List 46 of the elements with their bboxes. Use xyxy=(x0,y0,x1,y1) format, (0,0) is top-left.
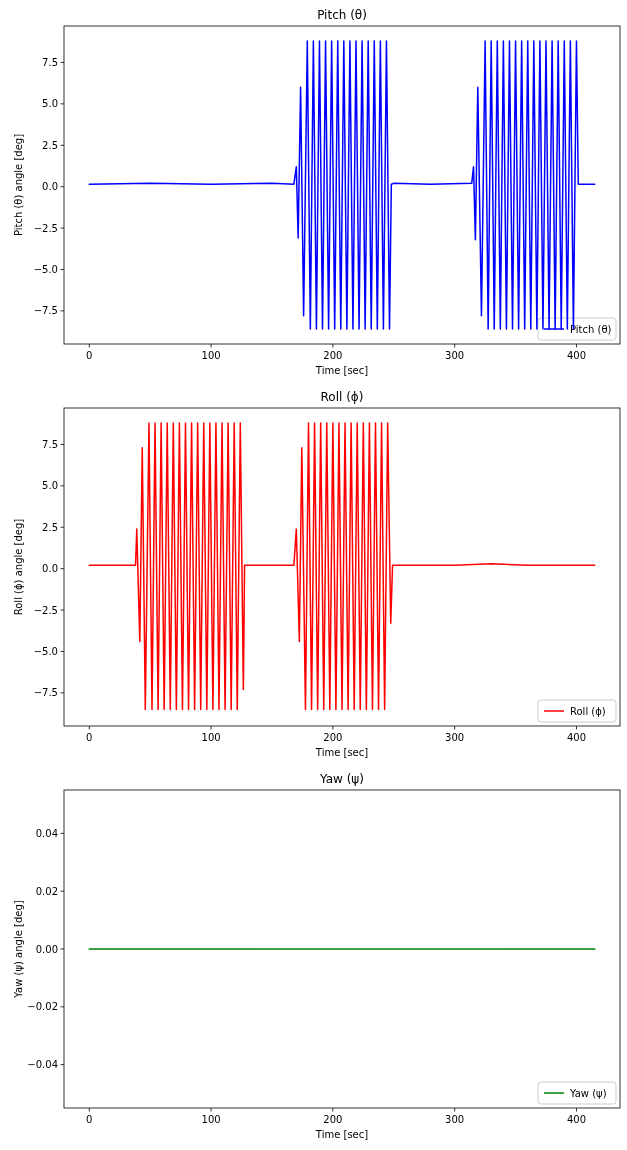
y-tick-label: 7.5 xyxy=(42,56,58,68)
y-tick-label: −0.04 xyxy=(27,1059,58,1071)
y-tick-label: 0.0 xyxy=(42,563,58,575)
y-tick-label: −5.0 xyxy=(33,645,58,657)
x-tick-label: 400 xyxy=(566,350,586,361)
x-tick-label: 100 xyxy=(201,1114,221,1125)
x-tick-label: 200 xyxy=(323,1114,343,1125)
chart-title: Pitch (θ) xyxy=(317,8,367,22)
y-tick-label: −7.5 xyxy=(33,305,58,317)
y-tick-label: 0.02 xyxy=(35,885,58,897)
legend-label: Roll (ϕ) xyxy=(570,706,606,717)
x-tick-label: 300 xyxy=(445,1114,465,1125)
y-axis-title: Yaw (ψ) angle [deg] xyxy=(13,900,24,999)
x-axis-title: Time [sec] xyxy=(314,365,369,376)
x-tick-label: 400 xyxy=(566,732,586,743)
y-tick-label: −2.5 xyxy=(33,604,58,616)
x-axis-title: Time [sec] xyxy=(314,1129,369,1140)
chart-title: Roll (ϕ) xyxy=(320,390,364,404)
y-tick-label: 7.5 xyxy=(42,438,58,450)
y-tick-label: 2.5 xyxy=(42,139,58,151)
y-tick-label: 2.5 xyxy=(42,521,58,533)
y-axis-title: Pitch (θ) angle [deg] xyxy=(13,133,24,237)
y-axis-title: Roll (ϕ) angle [deg] xyxy=(13,518,24,616)
x-tick-label: 0 xyxy=(86,732,93,743)
x-axis-title: Time [sec] xyxy=(314,747,369,758)
y-tick-label: 5.0 xyxy=(42,480,58,492)
x-tick-label: 400 xyxy=(566,1114,586,1125)
legend-label: Pitch (θ) xyxy=(570,324,612,335)
x-tick-label: 300 xyxy=(445,350,465,361)
x-tick-label: 0 xyxy=(86,350,93,361)
y-tick-label: 0.0 xyxy=(42,181,58,193)
y-tick-label: 0.00 xyxy=(35,943,58,955)
chart-title: Yaw (ψ) xyxy=(319,772,364,786)
x-tick-label: 0 xyxy=(86,1114,93,1125)
y-tick-label: 0.04 xyxy=(35,827,58,839)
x-tick-label: 200 xyxy=(323,732,343,743)
x-tick-label: 200 xyxy=(323,350,343,361)
legend-label: Yaw (ψ) xyxy=(569,1088,607,1099)
y-tick-label: −7.5 xyxy=(33,687,58,699)
x-tick-label: 100 xyxy=(201,732,221,743)
y-tick-label: 5.0 xyxy=(42,98,58,110)
y-tick-label: −0.02 xyxy=(27,1001,58,1013)
x-tick-label: 100 xyxy=(201,350,221,361)
x-tick-label: 300 xyxy=(445,732,465,743)
y-tick-label: −5.0 xyxy=(33,263,58,275)
y-tick-label: −2.5 xyxy=(33,222,58,234)
